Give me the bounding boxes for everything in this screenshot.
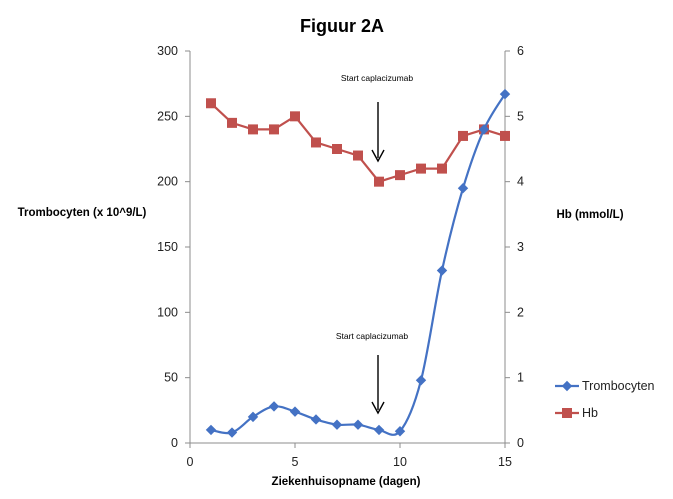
annotation-trombocyten-arrow-head	[371, 401, 385, 415]
x-tick-label: 5	[292, 455, 299, 469]
series-hb-point	[500, 130, 510, 141]
annotation-trombocyten: Start caplacizumab	[336, 331, 409, 415]
series-hb-point	[395, 170, 405, 181]
left-tick-label: 200	[157, 175, 178, 189]
annotation-trombocyten-label: Start caplacizumab	[336, 331, 409, 341]
series-hb-point	[311, 137, 321, 148]
left-tick-label: 100	[157, 305, 178, 319]
x-tick-label: 10	[393, 455, 407, 469]
right-tick-labels: 0 1 2 3 4 5 6	[505, 44, 524, 450]
left-tick-label: 50	[164, 371, 178, 385]
series-trombocyten-point	[289, 406, 301, 417]
y-axis-left-title: Trombocyten (x 10^9/L)	[18, 207, 147, 219]
series-hb-point	[437, 163, 447, 174]
series-trombocyten-point	[205, 424, 217, 436]
series-trombocyten-point	[457, 182, 469, 194]
right-tick-label: 5	[517, 109, 524, 123]
left-tick-label: 0	[171, 436, 178, 450]
left-tick-labels: 0 50 100 150 200 250 300	[157, 44, 190, 450]
legend: Trombocyten Hb	[555, 379, 655, 420]
series-trombocyten-point	[373, 424, 385, 436]
x-tick-labels: 0 5 10 15	[187, 443, 512, 469]
series-hb-point	[458, 130, 468, 141]
legend-label-hb: Hb	[582, 406, 598, 420]
axes	[189, 51, 506, 444]
series-hb-point	[290, 111, 300, 122]
series-hb-point	[269, 124, 279, 135]
series-trombocyten-point	[226, 427, 238, 438]
series-trombocyten-point	[268, 401, 280, 412]
series-trombocyten-line	[210, 93, 506, 436]
series-hb-point	[248, 124, 258, 135]
series-trombocyten-point	[331, 419, 343, 430]
legend-label-trombocyten: Trombocyten	[582, 379, 655, 393]
right-tick-label: 3	[517, 240, 524, 254]
series-trombocyten-point	[436, 265, 448, 276]
series-trombocyten-point	[247, 411, 259, 423]
x-tick-label: 15	[498, 455, 512, 469]
series-trombocyten	[205, 88, 511, 438]
left-tick-label: 300	[157, 44, 178, 58]
right-tick-label: 1	[517, 371, 524, 385]
series-trombocyten-point	[352, 419, 364, 430]
series-hb	[206, 98, 510, 187]
legend-swatch-marker	[561, 380, 573, 392]
annotation-hb: Start caplacizumab	[341, 73, 414, 163]
right-tick-label: 4	[517, 175, 524, 189]
series-trombocyten-point	[394, 426, 406, 437]
chart-title: Figuur 2A	[300, 16, 384, 36]
right-tick-label: 6	[517, 44, 524, 58]
series-trombocyten-point	[478, 124, 490, 135]
series-trombocyten-point	[415, 375, 427, 386]
y-axis-right-title: Hb (mmol/L)	[556, 209, 623, 221]
legend-item-hb: Hb	[555, 406, 598, 420]
series-hb-point	[206, 98, 216, 109]
legend-item-trombocyten: Trombocyten	[555, 379, 655, 393]
left-tick-label: 150	[157, 240, 178, 254]
annotation-hb-label: Start caplacizumab	[341, 73, 414, 83]
right-tick-label: 2	[517, 305, 524, 319]
legend-swatch-marker	[562, 408, 572, 418]
series-trombocyten-point	[310, 414, 322, 425]
series-hb-point	[416, 163, 426, 174]
series-hb-line	[210, 102, 506, 183]
series-hb-point	[227, 117, 237, 128]
right-tick-label: 0	[517, 436, 524, 450]
series-trombocyten-point	[499, 88, 511, 100]
series-hb-point	[332, 144, 342, 154]
annotation-hb-arrow-head	[371, 149, 385, 163]
series-hb-point	[353, 150, 363, 161]
x-axis-title: Ziekenhuisopname (dagen)	[272, 476, 421, 488]
series-layer	[205, 88, 511, 438]
left-tick-label: 250	[157, 109, 178, 123]
x-tick-label: 0	[187, 455, 194, 469]
series-hb-point	[374, 176, 384, 187]
